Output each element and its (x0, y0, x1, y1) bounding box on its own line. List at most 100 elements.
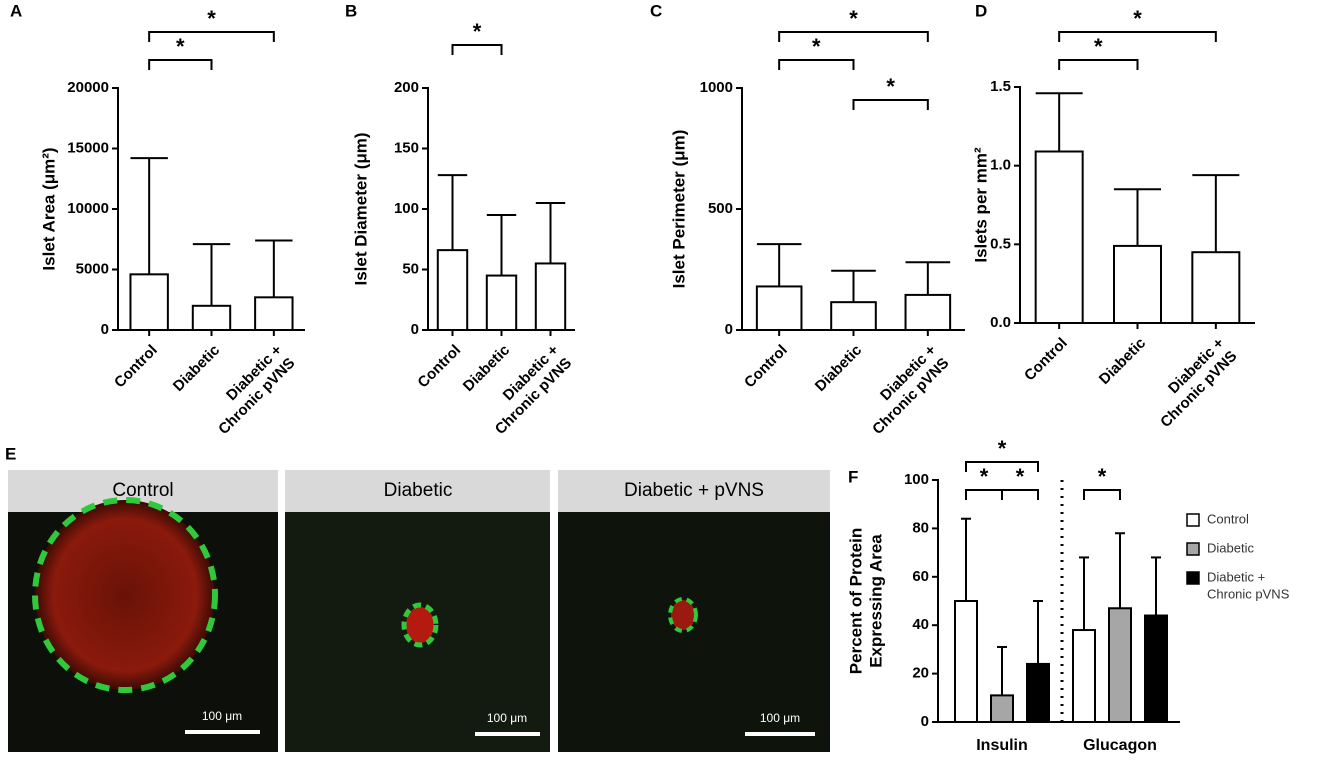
significance-label: * (473, 19, 482, 44)
islet (406, 607, 434, 643)
significance-label: * (176, 34, 185, 59)
significance-label: * (1016, 464, 1025, 489)
legend-label: Diabetic (1207, 540, 1254, 555)
panel-label: C (650, 1, 662, 20)
bar (990, 694, 1014, 724)
significance-bracket (1001, 489, 1039, 500)
panel-label: B (345, 1, 357, 20)
legend-swatch (1186, 513, 1200, 527)
significance-bracket (965, 489, 1003, 500)
bar (534, 262, 567, 332)
image-title: Diabetic + pVNS (624, 480, 764, 501)
significance-bracket (1083, 489, 1121, 500)
y-tick-label: 20000 (67, 79, 109, 96)
y-tick-label: 80 (912, 519, 929, 536)
significance-bracket (778, 59, 855, 70)
scale-label: 100 μm (487, 711, 527, 725)
y-tick-label: 1000 (700, 79, 733, 96)
y-tick-label: 200 (394, 79, 419, 96)
bar (1191, 251, 1241, 324)
panel-label: D (975, 1, 987, 20)
bar (1072, 629, 1096, 723)
significance-bracket (1058, 31, 1217, 42)
x-tick-label: Diabetic (812, 342, 865, 395)
y-tick-label: 40 (912, 616, 929, 633)
bar (755, 285, 803, 332)
islet-rim (32, 497, 218, 693)
y-axis-label: Expressing Area (866, 534, 885, 668)
scale-label: 100 μm (760, 711, 800, 725)
bar (1034, 150, 1084, 324)
y-tick-label: 0 (411, 321, 419, 338)
significance-bracket (148, 31, 275, 42)
significance-bracket (451, 44, 503, 55)
bar (191, 304, 232, 331)
scale-label: 100 μm (202, 709, 242, 723)
y-tick-label: 1.5 (990, 78, 1011, 95)
bar (129, 273, 169, 331)
y-tick-label: 10000 (67, 200, 109, 217)
bar (1144, 614, 1168, 724)
legend-swatch (1186, 571, 1200, 585)
y-tick-label: 60 (912, 568, 929, 585)
x-tick-label: Control (111, 342, 161, 392)
y-tick-label: 500 (708, 200, 733, 217)
bar (830, 301, 877, 332)
image (558, 512, 830, 752)
y-tick-label: 0.0 (990, 314, 1011, 331)
significance-label: * (1098, 464, 1107, 489)
islet-rim (401, 602, 439, 648)
bar (1113, 244, 1162, 324)
y-tick-label: 100 (904, 471, 929, 488)
x-tick-label: Diabetic (170, 342, 223, 395)
y-tick-label: 0 (101, 321, 109, 338)
title-strip (285, 470, 550, 512)
image-title: Diabetic (384, 480, 453, 501)
x-tick-label: Control (741, 342, 791, 392)
y-tick-label: 100 (394, 200, 419, 217)
x-tick-label: Control (1021, 335, 1071, 385)
islet (671, 600, 695, 630)
y-tick-label: 150 (394, 139, 419, 156)
significance-bracket (965, 461, 1039, 472)
y-tick-label: 50 (402, 260, 419, 277)
significance-label: * (886, 74, 895, 99)
legend-label: Diabetic + (1207, 569, 1265, 584)
image-title: Control (112, 480, 173, 501)
legend-label: Control (1207, 511, 1249, 526)
y-axis-label: Islet Diameter (μm) (351, 132, 370, 285)
y-tick-label: 1.0 (990, 157, 1011, 174)
bar (485, 274, 518, 331)
significance-label: * (1133, 6, 1142, 31)
significance-label: * (998, 436, 1007, 461)
bar (1108, 607, 1132, 724)
micrograph-images (8, 470, 830, 752)
y-tick-label: 20 (912, 665, 929, 682)
bar (436, 249, 469, 331)
title-strip (558, 470, 830, 512)
panel-label: F (848, 467, 858, 486)
x-tick-label: Diabetic (1096, 335, 1149, 388)
significance-label: * (207, 6, 216, 31)
significance-label: * (980, 464, 989, 489)
significance-label: * (1094, 34, 1103, 59)
bar (904, 293, 952, 332)
significance-label: * (849, 6, 858, 31)
significance-label: * (812, 34, 821, 59)
islet (35, 500, 215, 690)
bar (954, 600, 978, 723)
significance-bracket (778, 31, 929, 42)
y-tick-label: 5000 (76, 260, 109, 277)
bar (1026, 662, 1050, 723)
islet-rim (668, 597, 698, 633)
y-tick-label: 0 (725, 321, 733, 338)
y-tick-label: 0.5 (990, 235, 1011, 252)
significance-bracket (852, 99, 929, 110)
legend-label: Chronic pVNS (1207, 586, 1290, 601)
y-axis-label: Islets per mm² (971, 147, 990, 263)
y-tick-label: 15000 (67, 139, 109, 156)
significance-bracket (148, 59, 213, 70)
y-axis-label: Percent of Protein (846, 528, 865, 674)
